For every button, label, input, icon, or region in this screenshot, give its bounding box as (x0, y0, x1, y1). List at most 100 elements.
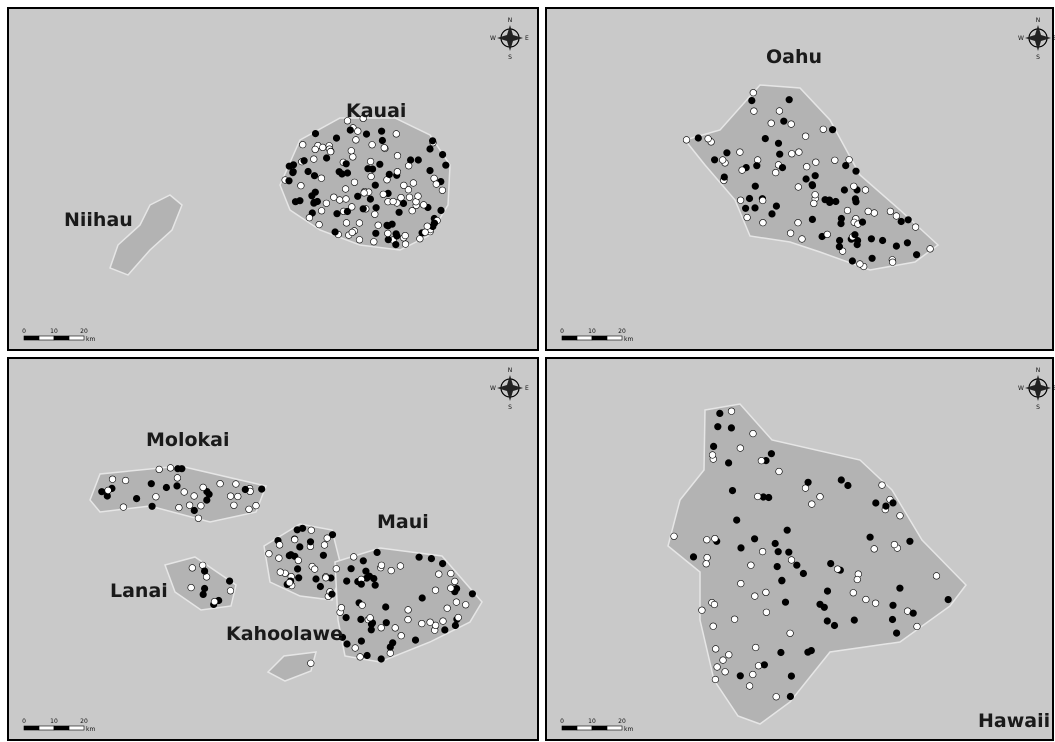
site-dot (752, 205, 759, 212)
site-dot (415, 157, 422, 164)
site-dot (360, 558, 367, 565)
site-dot (788, 673, 795, 680)
site-dot (444, 605, 451, 612)
site-dot (455, 614, 462, 621)
site-dot (822, 196, 829, 203)
site-dot (849, 258, 856, 265)
site-dot (367, 615, 374, 622)
site-dot (841, 187, 848, 194)
site-dot (824, 231, 831, 238)
site-dot (292, 198, 299, 205)
site-dot (393, 231, 400, 238)
site-dot (361, 190, 368, 197)
scale-tick-label: 20 (80, 718, 88, 725)
site-dot (802, 133, 809, 140)
site-dot (369, 142, 376, 149)
site-dot (889, 616, 896, 623)
site-dot (312, 130, 319, 137)
site-dot (773, 694, 780, 701)
site-dot (392, 625, 399, 632)
site-dot (368, 621, 375, 628)
site-dot (378, 562, 385, 569)
site-dot (829, 126, 836, 133)
site-dot (149, 503, 156, 510)
site-dot (774, 563, 781, 570)
site-dot (851, 617, 858, 624)
site-dot (933, 573, 940, 580)
site-dot (809, 181, 816, 188)
site-dot (737, 673, 744, 680)
site-dot (852, 196, 859, 203)
site-dot (722, 669, 729, 676)
compass-s: S (508, 54, 512, 61)
scale-segment (69, 336, 84, 340)
site-dot (803, 176, 810, 183)
site-dot (836, 243, 843, 250)
site-dot (405, 607, 412, 614)
site-dot (200, 591, 207, 598)
site-dot (333, 135, 340, 142)
site-dot (394, 168, 401, 175)
site-dot (803, 163, 810, 170)
site-dot (809, 501, 816, 508)
scale-segment (562, 726, 577, 730)
site-dot (367, 158, 374, 165)
site-dot (266, 550, 273, 557)
compass-n: N (508, 367, 513, 374)
site-dot (769, 211, 776, 218)
site-dot (387, 650, 394, 657)
site-dot (354, 193, 361, 200)
site-dot (349, 229, 356, 236)
site-dot (752, 644, 759, 651)
site-dot (367, 196, 374, 203)
compass-e: E (525, 385, 529, 392)
site-dot (887, 208, 894, 215)
site-dot (397, 563, 404, 570)
site-dot (120, 504, 127, 511)
site-dot (709, 452, 716, 459)
site-dot (704, 537, 711, 544)
site-dot (286, 552, 293, 559)
site-dot (323, 155, 330, 162)
scale-unit: km (624, 336, 633, 343)
site-dot (453, 599, 460, 606)
site-dot (439, 560, 446, 567)
scale-tick-label: 0 (22, 328, 26, 335)
site-dot (295, 575, 302, 582)
site-dot (833, 198, 840, 205)
site-dot (712, 676, 719, 683)
site-dot (231, 502, 238, 509)
site-dot (387, 644, 394, 651)
site-dot (469, 591, 476, 598)
site-dot (812, 192, 819, 199)
site-dot (799, 236, 806, 243)
site-dot (893, 243, 900, 250)
site-dot (869, 255, 876, 262)
site-dot (775, 548, 782, 555)
site-dot (393, 131, 400, 138)
site-dot (671, 533, 678, 540)
site-dot (188, 584, 195, 591)
site-dot (746, 683, 753, 690)
site-dot (286, 579, 293, 586)
site-dot (380, 191, 387, 198)
site-dot (853, 168, 860, 175)
site-dot (788, 121, 795, 128)
site-dot (699, 607, 706, 614)
site-dot (748, 562, 755, 569)
site-dot (355, 128, 362, 135)
site-dot (705, 136, 712, 143)
site-dot (786, 549, 793, 556)
site-dot (768, 120, 775, 127)
site-dot (148, 480, 155, 487)
site-dot (175, 465, 182, 472)
site-dot (378, 656, 385, 663)
scale-tick-label: 10 (50, 328, 58, 335)
site-dot (311, 172, 318, 179)
site-dot (778, 649, 785, 656)
site-dot (758, 457, 765, 464)
map-figure: Kauai Niihau Oahu Molokai Lanai Kahoolaw… (0, 0, 1055, 742)
site-dot (912, 224, 919, 231)
compass-w: W (1018, 385, 1024, 392)
site-dot (945, 596, 952, 603)
